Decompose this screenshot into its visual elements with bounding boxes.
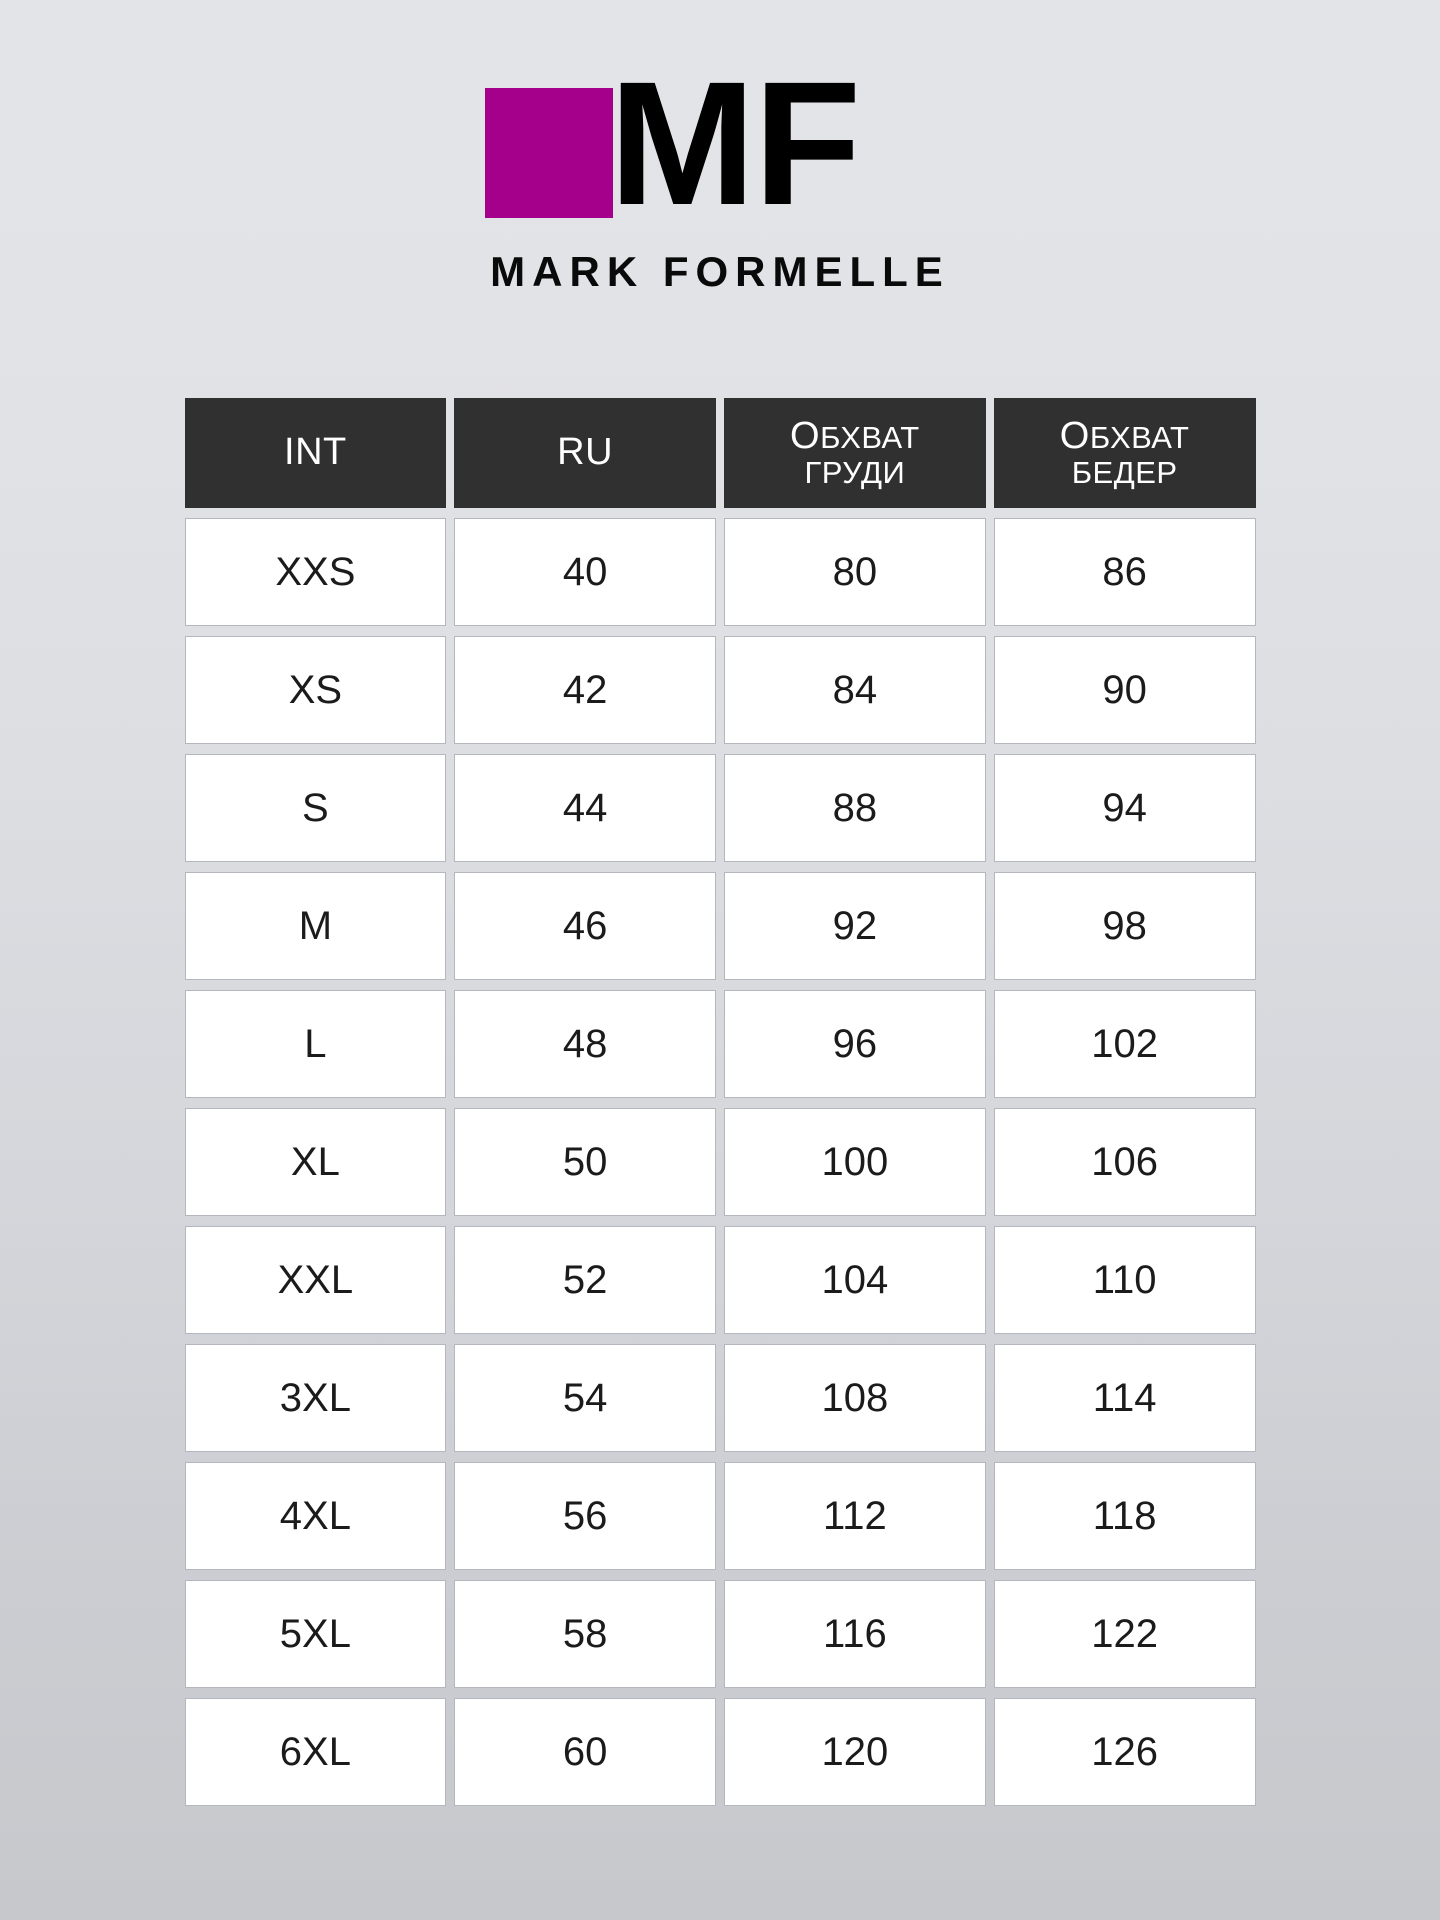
cell-bust: 100 xyxy=(724,1108,986,1216)
cell-ru: 56 xyxy=(454,1462,716,1570)
table-row: XXL 52 104 110 xyxy=(184,1226,1256,1334)
column-header-bust: ОБХВАТ ГРУДИ xyxy=(724,398,986,508)
cell-int: S xyxy=(184,754,447,862)
cell-bust: 92 xyxy=(724,872,986,980)
cell-hip: 118 xyxy=(993,1462,1256,1570)
column-header-bust-line2: ГРУДИ xyxy=(804,454,906,490)
brand-wordmark: MARK FORMELLE xyxy=(490,248,950,295)
cell-ru: 46 xyxy=(454,872,716,980)
column-header-hip-line1-first: О xyxy=(1059,414,1090,457)
cell-bust: 112 xyxy=(724,1462,986,1570)
table-body: XXS 40 80 86 XS 42 84 90 S 44 88 94 M 46 92 98 L 48 96 102 X… xyxy=(184,518,1256,1806)
cell-hip: 114 xyxy=(993,1344,1256,1452)
table-row: 3XL 54 108 114 xyxy=(184,1344,1256,1452)
table-row: L 48 96 102 xyxy=(184,990,1256,1098)
cell-bust: 88 xyxy=(724,754,986,862)
cell-int: 3XL xyxy=(184,1344,447,1452)
cell-bust: 96 xyxy=(724,990,986,1098)
cell-int: 4XL xyxy=(184,1462,447,1570)
cell-bust: 84 xyxy=(724,636,986,744)
cell-ru: 58 xyxy=(454,1580,716,1688)
cell-hip: 110 xyxy=(993,1226,1256,1334)
cell-ru: 42 xyxy=(454,636,716,744)
cell-hip: 126 xyxy=(993,1698,1256,1806)
column-header-int: INT xyxy=(184,398,447,508)
cell-int: L xyxy=(184,990,447,1098)
logo-magenta-square-icon xyxy=(485,88,613,218)
cell-ru: 60 xyxy=(454,1698,716,1806)
cell-hip: 106 xyxy=(993,1108,1256,1216)
mf-logo-mark: MF xyxy=(485,56,955,232)
cell-hip: 86 xyxy=(993,518,1256,626)
column-header-ru-label: RU xyxy=(557,431,614,474)
cell-ru: 48 xyxy=(454,990,716,1098)
table-row: 4XL 56 112 118 xyxy=(184,1462,1256,1570)
cell-int: M xyxy=(184,872,447,980)
column-header-hip-line2: БЕДЕР xyxy=(1071,454,1178,490)
cell-int: XL xyxy=(184,1108,447,1216)
cell-ru: 40 xyxy=(454,518,716,626)
cell-ru: 44 xyxy=(454,754,716,862)
column-header-bust-line1: ОБХВАТ xyxy=(724,414,986,457)
table-row: XL 50 100 106 xyxy=(184,1108,1256,1216)
cell-int: 5XL xyxy=(184,1580,447,1688)
column-header-ru: RU xyxy=(454,398,716,508)
table-row: S 44 88 94 xyxy=(184,754,1256,862)
cell-ru: 54 xyxy=(454,1344,716,1452)
column-header-hip: ОБХВАТ БЕДЕР xyxy=(993,398,1256,508)
cell-int: 6XL xyxy=(184,1698,447,1806)
column-header-hip-line1: ОБХВАТ xyxy=(994,414,1256,457)
cell-bust: 104 xyxy=(724,1226,986,1334)
cell-bust: 120 xyxy=(724,1698,986,1806)
cell-int: XXL xyxy=(184,1226,447,1334)
column-header-bust-line1-rest: БХВАТ xyxy=(820,419,920,455)
table-row: XXS 40 80 86 xyxy=(184,518,1256,626)
size-chart-table: INT RU ОБХВАТ ГРУДИ ОБХВАТ БЕДЕР XXS 40 80… xyxy=(177,388,1264,1816)
cell-bust: 116 xyxy=(724,1580,986,1688)
column-header-bust-line1-first: О xyxy=(790,414,821,457)
cell-ru: 52 xyxy=(454,1226,716,1334)
cell-int: XXS xyxy=(184,518,447,626)
cell-hip: 98 xyxy=(993,872,1256,980)
cell-hip: 122 xyxy=(993,1580,1256,1688)
cell-int: XS xyxy=(184,636,447,744)
table-row: 6XL 60 120 126 xyxy=(184,1698,1256,1806)
table-header: INT RU ОБХВАТ ГРУДИ ОБХВАТ БЕДЕР xyxy=(184,398,1256,508)
table-row: XS 42 84 90 xyxy=(184,636,1256,744)
brand-logo-block: MF MARK FORMELLE xyxy=(0,0,1440,296)
cell-ru: 50 xyxy=(454,1108,716,1216)
column-header-int-label: INT xyxy=(284,431,347,474)
table-row: M 46 92 98 xyxy=(184,872,1256,980)
cell-bust: 108 xyxy=(724,1344,986,1452)
cell-hip: 94 xyxy=(993,754,1256,862)
cell-bust: 80 xyxy=(724,518,986,626)
cell-hip: 90 xyxy=(993,636,1256,744)
logo-initials: MF xyxy=(609,46,861,242)
table-header-row: INT RU ОБХВАТ ГРУДИ ОБХВАТ БЕДЕР xyxy=(184,398,1256,508)
column-header-hip-line1-rest: БХВАТ xyxy=(1089,419,1190,455)
cell-hip: 102 xyxy=(993,990,1256,1098)
table-row: 5XL 58 116 122 xyxy=(184,1580,1256,1688)
